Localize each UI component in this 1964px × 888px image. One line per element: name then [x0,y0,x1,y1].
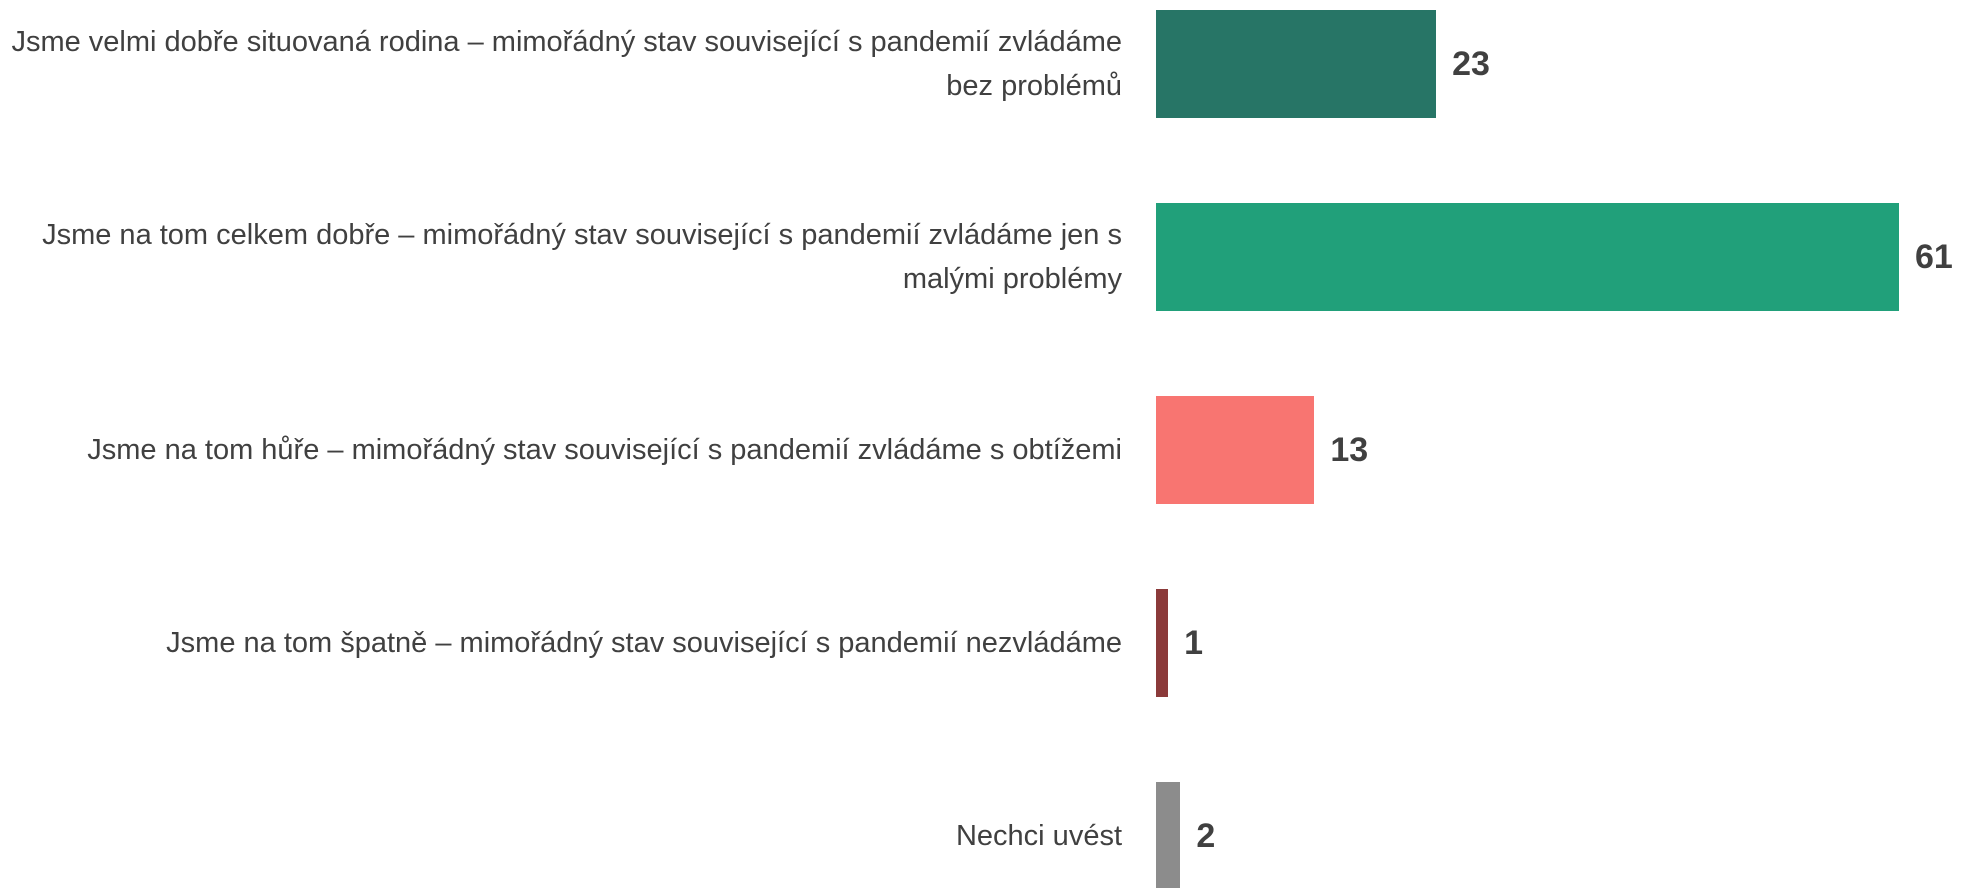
value-label: 1 [1184,624,1204,662]
value-label: 2 [1196,817,1216,855]
category-label: Jsme na tom špatně – mimořádný stav souv… [166,627,1122,659]
bar [1156,203,1899,311]
bar [1156,396,1315,504]
bar [1156,782,1181,888]
value-label: 13 [1330,431,1369,469]
category-label: Jsme na tom hůře – mimořádný stav souvis… [87,434,1122,466]
category-label: Nechci uvést [955,820,1122,852]
value-label: 23 [1452,45,1490,83]
bar [1156,589,1169,697]
category-label: Jsme velmi dobře situovaná rodina – mimo… [11,26,1122,102]
bar [1156,10,1437,118]
category-label: Jsme na tom celkem dobře – mimořádný sta… [42,219,1122,295]
value-label: 61 [1914,238,1953,276]
